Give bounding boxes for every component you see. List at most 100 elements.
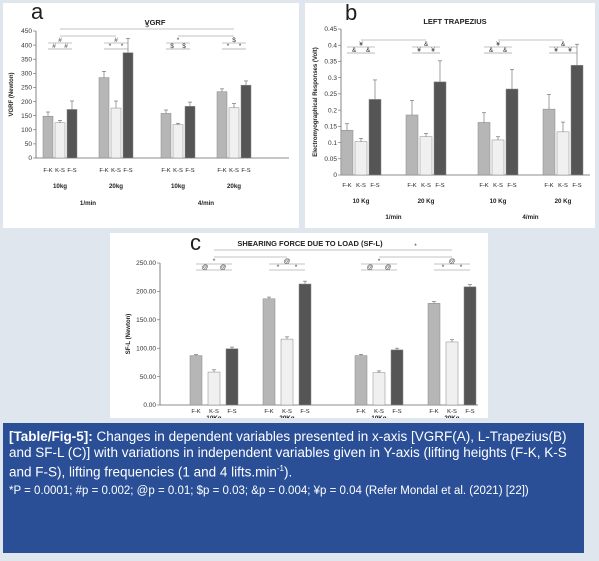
frequency-label: 1/min <box>385 214 401 221</box>
y-tick-label: 0.4 <box>328 42 337 49</box>
group-label: 10kg <box>171 183 185 190</box>
sig-symbol: # <box>64 43 68 50</box>
bar-category-label: F-K <box>429 409 438 415</box>
y-tick-label: 200 <box>21 99 32 106</box>
chart-a-svg: VGRF VGRF (Newton) 0 50 100 150 200 250 300 350 40… <box>9 18 289 207</box>
bar-category-label: K-S <box>209 409 219 415</box>
y-tick-label: 100 <box>21 127 32 134</box>
bar-category-label: K-S <box>447 409 457 415</box>
sig-symbol: * <box>177 37 180 44</box>
sig-symbol: & <box>366 47 371 54</box>
bar-category-label: K-S <box>229 168 239 174</box>
sig-symbol: $ <box>182 43 186 50</box>
sig-symbol: ¥ <box>359 41 363 48</box>
sig-symbol: @ <box>220 264 227 271</box>
sig-symbol: @ <box>449 258 456 265</box>
sig-symbol: * <box>109 43 112 50</box>
bar-category-label: K-S <box>111 168 121 174</box>
bar <box>66 109 78 159</box>
bar <box>54 122 66 159</box>
bar-category-label: K-S <box>173 168 183 174</box>
frequency-label: 1/min <box>80 200 96 207</box>
bar-category-label: F-S <box>185 168 194 174</box>
y-tick-label: 250.00 <box>136 260 156 267</box>
bar <box>427 303 441 406</box>
bar-category-label: F-S <box>67 168 76 174</box>
bar <box>42 115 54 159</box>
bar-category-label: F-K <box>544 183 553 189</box>
sig-symbol: ¥ <box>431 47 435 54</box>
bar <box>477 122 491 176</box>
bar-category-label: F-K <box>191 409 200 415</box>
bar <box>419 136 433 176</box>
bar <box>240 84 252 159</box>
y-tick-label: 350 <box>21 56 32 63</box>
bar <box>340 129 354 176</box>
bar <box>184 106 196 159</box>
sig-symbol: & <box>561 41 566 48</box>
sig-symbol: $ <box>232 37 236 44</box>
caption-superscript: -1 <box>276 464 284 473</box>
y-tick-label: 50 <box>25 141 33 148</box>
y-tick-label: 100.00 <box>136 345 156 352</box>
bar-category-label: F-K <box>99 168 108 174</box>
bar <box>262 298 276 406</box>
group-label: 20kg <box>109 183 123 190</box>
y-tick-label: 250 <box>21 85 32 92</box>
bar <box>390 349 404 406</box>
group-label: 10kg <box>53 183 67 190</box>
y-tick-label: 0 <box>333 172 337 179</box>
y-tick-label: 0.25 <box>324 91 337 98</box>
bar <box>216 91 228 159</box>
bar <box>405 114 419 176</box>
y-tick-label: 400 <box>21 42 32 49</box>
bar <box>122 52 134 159</box>
chart-panel-c: SHEARING FORCE DUE TO LOAD (SF-L) SF-L (N… <box>110 230 488 418</box>
bar-category-label: F-S <box>392 409 401 415</box>
sig-symbol: * <box>460 264 463 271</box>
y-tick-label: 0.15 <box>324 124 337 131</box>
bar-category-label: K-S <box>282 409 292 415</box>
y-tick-label: 0.3 <box>328 75 337 82</box>
figure-caption: [Table/Fig-5]: Changes in dependent vari… <box>3 423 584 553</box>
sig-symbol: * <box>121 43 124 50</box>
bar-category-label: F-K <box>342 183 351 189</box>
bar <box>228 107 240 159</box>
y-axis-label: SF-L (Newton) <box>126 314 132 355</box>
y-tick-label: 0.05 <box>324 156 337 163</box>
bar-category-label: K-S <box>374 409 384 415</box>
panel-letter-c: c <box>190 230 201 255</box>
sig-symbol: * <box>239 43 242 50</box>
bar-category-label: K-S <box>493 183 503 189</box>
chart-title: VGRF <box>145 18 166 27</box>
bar <box>172 124 184 159</box>
bar-category-label: F-S <box>227 409 236 415</box>
bar-category-label: F-S <box>241 168 250 174</box>
bar <box>98 77 110 159</box>
sig-symbol: * <box>213 258 216 265</box>
bar-category-label: F-S <box>465 409 474 415</box>
bar <box>354 355 368 406</box>
y-axis-label: Electromyographical Responses (Volt) <box>313 47 319 157</box>
bar <box>542 108 556 176</box>
bar-category-label: F-S <box>507 183 516 189</box>
y-tick-label: 0.35 <box>324 59 337 66</box>
y-tick-label: 0.1 <box>328 140 337 147</box>
y-tick-label: 50.00 <box>140 374 157 381</box>
bar-category-label: F-K <box>264 409 273 415</box>
bar <box>354 141 368 176</box>
sig-symbol: * <box>227 43 230 50</box>
bar <box>298 283 312 406</box>
chart-c-svg: SHEARING FORCE DUE TO LOAD (SF-L) SF-L (N… <box>126 239 478 418</box>
bar <box>160 113 172 159</box>
bar <box>570 65 584 176</box>
bar-category-label: F-S <box>572 183 581 189</box>
group-label: 20 Kg <box>418 198 435 205</box>
bar-category-label: K-S <box>55 168 65 174</box>
bar <box>433 81 447 176</box>
bar-category-label: F-S <box>300 409 309 415</box>
sig-symbol: & <box>489 47 494 54</box>
bar <box>463 286 477 406</box>
